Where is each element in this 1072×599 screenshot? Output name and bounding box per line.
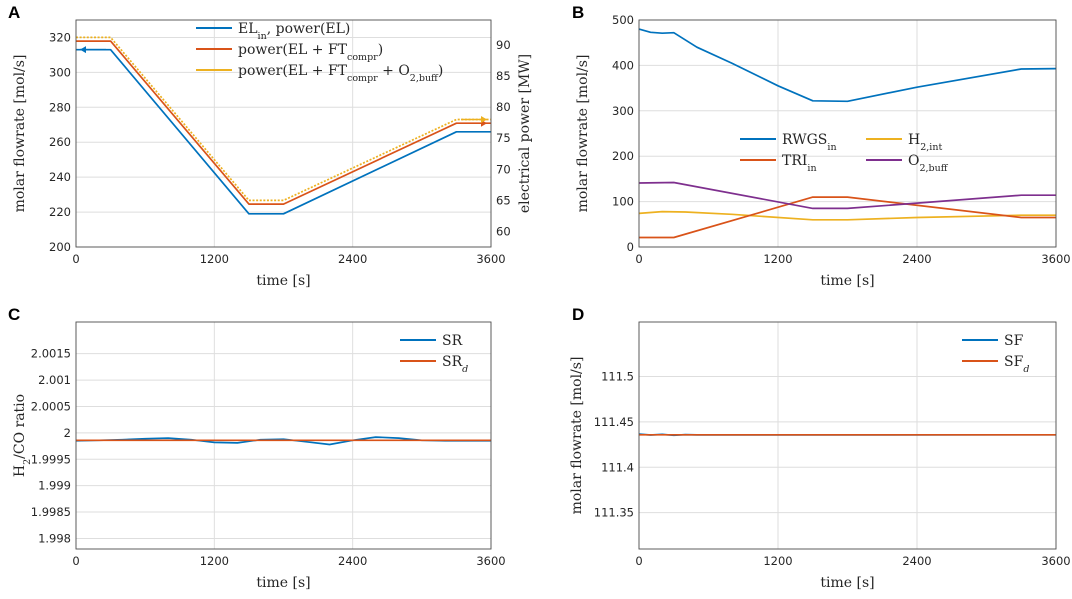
legend-label: H2,int xyxy=(908,132,942,153)
plot-frame xyxy=(75,19,492,248)
panel-label: B xyxy=(572,3,584,22)
legend-label: O2,buff xyxy=(908,153,949,174)
series-line-rwgs-in xyxy=(638,28,1057,103)
legend-label: power(EL + FTcompr) xyxy=(238,42,383,63)
y2-tick-label: 80 xyxy=(496,100,511,114)
plot-frame xyxy=(638,321,1057,550)
y-tick-label: 300 xyxy=(612,104,634,118)
y-tick-label: 260 xyxy=(49,135,71,149)
x-tick-label: 0 xyxy=(635,554,642,568)
chart-panel-c: C 0 1200 2400 3600 1.998 1.9985 1.999 1.9995 2 2.0… xyxy=(8,305,506,591)
y-tick-label: 2 xyxy=(64,426,71,440)
panel-label: C xyxy=(8,305,20,324)
right-axis-arrowhead-yellow xyxy=(481,116,487,124)
y2-tick-label: 75 xyxy=(496,131,511,145)
x-tick-label: 3600 xyxy=(476,554,505,568)
y-tick-label: 300 xyxy=(49,65,71,79)
x-tick-label: 3600 xyxy=(1041,252,1070,266)
y-tick-label: 0 xyxy=(627,240,634,254)
y-tick-label: 2.001 xyxy=(38,373,71,387)
y-tick-label: 100 xyxy=(612,195,634,209)
y2-tick-label: 70 xyxy=(496,162,511,176)
legend: SF SFd xyxy=(962,333,1029,375)
legend-label: SFd xyxy=(1004,354,1029,375)
y-tick-label: 111.4 xyxy=(601,460,634,474)
series-line-power-el-ft-compr-o2-buff- xyxy=(76,36,491,202)
legend-label: RWGSin xyxy=(782,132,837,153)
x-axis-label: time [s] xyxy=(256,273,310,289)
y-tick-label: 2.0005 xyxy=(31,399,71,413)
x-tick-label: 2400 xyxy=(902,554,931,568)
x-tick-label: 0 xyxy=(72,252,79,266)
x-tick-label: 0 xyxy=(635,252,642,266)
y2-tick-label: 90 xyxy=(496,38,511,52)
plot-frame xyxy=(75,321,492,550)
legend-label: SRd xyxy=(442,354,468,375)
legend: SR SRd xyxy=(400,333,468,375)
x-axis-label: time [s] xyxy=(256,575,310,591)
y-tick-label: 1.9995 xyxy=(31,452,71,466)
x-axis-label: time [s] xyxy=(820,273,874,289)
x-tick-label: 3600 xyxy=(476,252,505,266)
y-tick-label: 320 xyxy=(49,30,71,44)
y-axis-label: molar flowrate [mol/s] xyxy=(569,357,585,515)
y-tick-label: 1.9985 xyxy=(31,505,71,519)
y-tick-label: 400 xyxy=(612,58,634,72)
panel-label: A xyxy=(8,3,20,22)
series-line-h2-int xyxy=(638,210,1056,221)
plot-frame xyxy=(638,19,1057,248)
x-axis-label: time [s] xyxy=(820,575,874,591)
y-tick-label: 2.0015 xyxy=(31,347,71,361)
y-tick-label: 500 xyxy=(612,13,634,27)
y-tick-label: 1.998 xyxy=(38,531,71,545)
legend: ELin, power(EL)power(EL + FTcompr)power(… xyxy=(196,21,443,84)
legend-label: SF xyxy=(1004,333,1024,349)
x-tick-label: 3600 xyxy=(1041,554,1070,568)
x-tick-label: 1200 xyxy=(763,554,792,568)
y2-tick-label: 85 xyxy=(496,69,511,83)
y2-tick-label: 65 xyxy=(496,193,511,207)
series-line-o2-buff xyxy=(638,181,1056,210)
legend-label: SR xyxy=(442,333,463,349)
y-tick-label: 220 xyxy=(49,205,71,219)
y-tick-label: 240 xyxy=(49,170,71,184)
y-tick-label: 200 xyxy=(612,149,634,163)
x-tick-label: 1200 xyxy=(200,554,229,568)
y-axis-label: H2/CO ratio xyxy=(12,394,33,477)
x-tick-label: 0 xyxy=(72,554,79,568)
legend-label: ELin, power(EL) xyxy=(238,21,350,42)
y-tick-label: 280 xyxy=(49,100,71,114)
x-tick-label: 1200 xyxy=(200,252,229,266)
y-axis-label: molar flowrate [mol/s] xyxy=(575,55,591,213)
legend-label: TRIin xyxy=(782,153,817,174)
left-axis-arrowhead xyxy=(80,46,86,54)
legend: RWGSin H2,int TRIin O2,buff xyxy=(740,132,949,174)
chart-panel-b: B 0 1200 2400 3600 0 100 200 300 400 500 time [s] mo… xyxy=(572,3,1071,289)
x-tick-label: 2400 xyxy=(338,252,367,266)
y-tick-label: 200 xyxy=(49,240,71,254)
y2-tick-label: 60 xyxy=(496,224,511,238)
panel-label: D xyxy=(572,305,584,324)
x-tick-label: 1200 xyxy=(763,252,792,266)
y-tick-label: 111.5 xyxy=(601,369,634,383)
chart-panel-d: D 0 1200 2400 3600 111.35 111.4 111.45 111.5 time… xyxy=(569,305,1071,591)
chart-panel-a: A 0 1200 2400 3600 200 220 240 260 280 300 320 60 65 7… xyxy=(8,3,533,289)
y-tick-label: 1.999 xyxy=(38,479,71,493)
x-tick-label: 2400 xyxy=(338,554,367,568)
y-axis-label: molar flowrate [mol/s] xyxy=(12,55,28,213)
y-tick-label: 111.35 xyxy=(594,506,634,520)
y2-axis-label: electrical power [MW] xyxy=(517,54,533,213)
legend-label: power(EL + FTcompr + O2,buff) xyxy=(238,63,443,84)
x-tick-label: 2400 xyxy=(902,252,931,266)
y-tick-label: 111.45 xyxy=(594,415,634,429)
series-line-tri-in xyxy=(639,196,1056,239)
